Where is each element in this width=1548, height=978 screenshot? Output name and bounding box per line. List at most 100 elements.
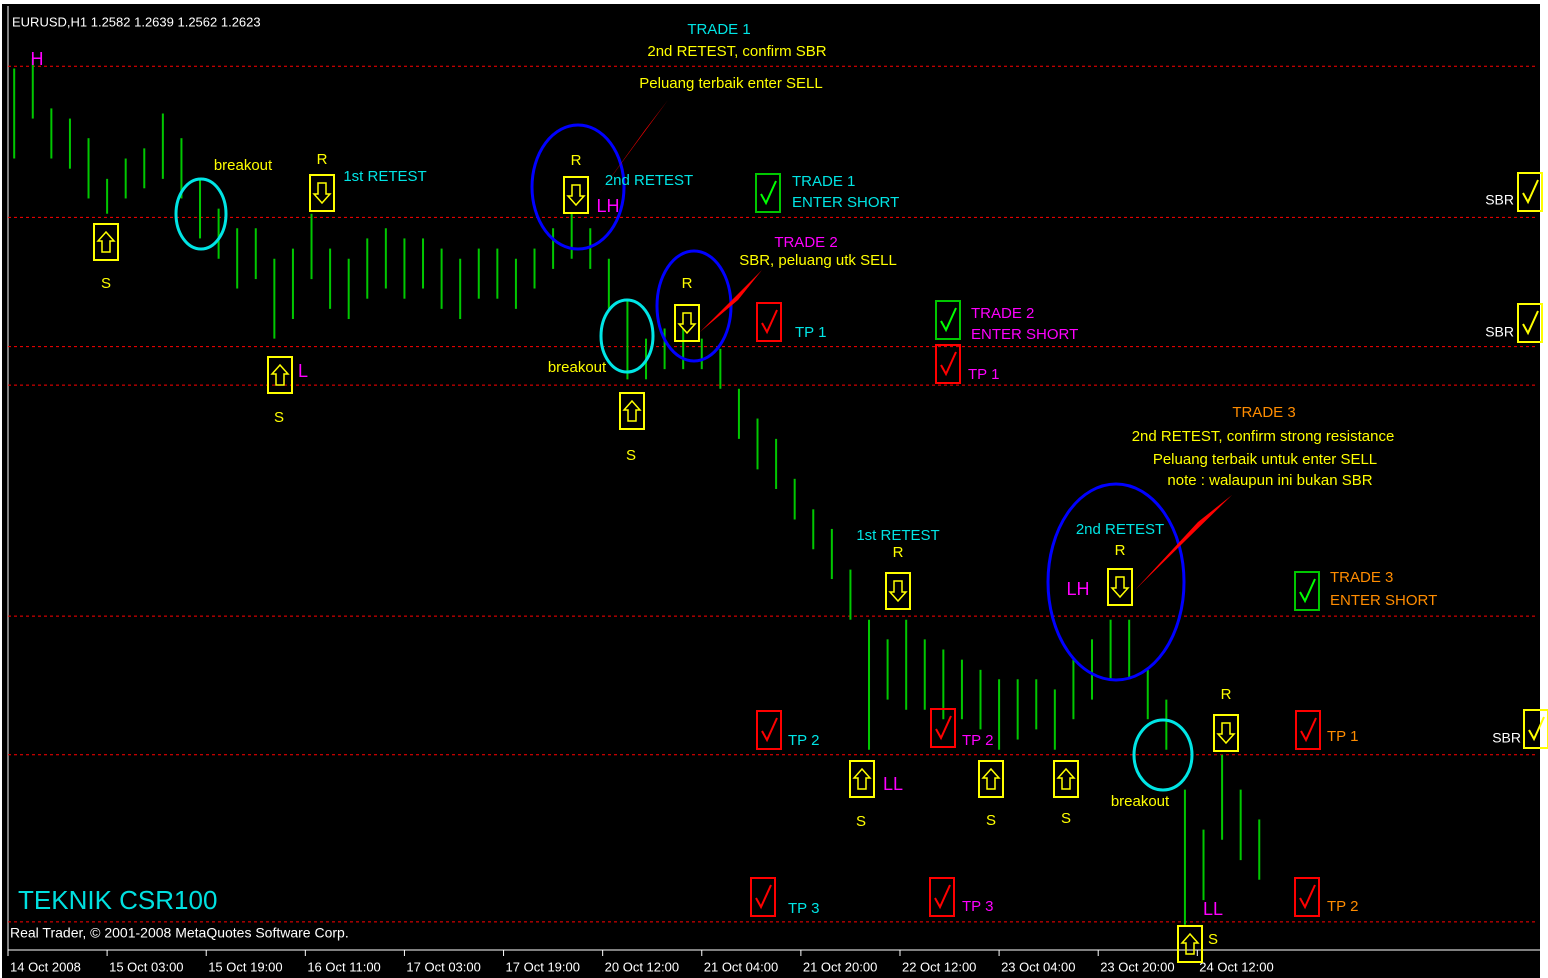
arrow-box bbox=[1177, 925, 1203, 963]
annotation: 2nd RETEST bbox=[605, 172, 693, 189]
arrow-box bbox=[885, 572, 911, 610]
check-box bbox=[756, 710, 782, 750]
copyright: Real Trader, © 2001-2008 MetaQuotes Soft… bbox=[10, 925, 349, 941]
annotation: S bbox=[101, 275, 111, 292]
arrow bbox=[981, 767, 1001, 790]
check-box bbox=[935, 300, 961, 340]
x-tick-label: 17 Oct 03:00 bbox=[406, 959, 480, 974]
arrow-box bbox=[1213, 714, 1239, 752]
annotation: SBR bbox=[1485, 324, 1514, 340]
annotation: TRADE 3 bbox=[1232, 404, 1295, 421]
annotation: TRADE 1 bbox=[687, 21, 750, 38]
annotation: 1st RETEST bbox=[343, 168, 426, 185]
annotation: 2nd RETEST, confirm SBR bbox=[647, 43, 826, 60]
check bbox=[1522, 310, 1539, 336]
arrow-box bbox=[849, 760, 875, 798]
highlight-circle bbox=[1046, 482, 1186, 682]
annotation: Peluang terbaik untuk enter SELL bbox=[1153, 451, 1377, 468]
check bbox=[1299, 884, 1316, 910]
check bbox=[935, 715, 952, 741]
annotation: ENTER SHORT bbox=[971, 326, 1078, 343]
annotation: TP 2 bbox=[962, 732, 993, 749]
annotation: S bbox=[1208, 931, 1218, 948]
x-tick-label: 22 Oct 12:00 bbox=[902, 959, 976, 974]
check-box bbox=[1517, 172, 1543, 212]
check bbox=[940, 307, 957, 333]
watermark: TEKNIK CSR100 bbox=[18, 885, 217, 915]
highlight-circle bbox=[599, 298, 655, 374]
arrow bbox=[312, 182, 332, 205]
annotation: SBR bbox=[1485, 192, 1514, 208]
annotation: TP 3 bbox=[788, 900, 819, 917]
annotation: TP 2 bbox=[788, 732, 819, 749]
check bbox=[1299, 578, 1316, 604]
check bbox=[934, 884, 951, 910]
annotation: 1st RETEST bbox=[856, 527, 939, 544]
x-tick-label: 23 Oct 04:00 bbox=[1001, 959, 1075, 974]
arrow bbox=[96, 230, 116, 253]
annotation: R bbox=[893, 544, 904, 561]
arrow bbox=[1180, 932, 1200, 955]
annotation: 2nd RETEST, confirm strong resistance bbox=[1132, 428, 1395, 445]
x-tick-label: 23 Oct 20:00 bbox=[1100, 959, 1174, 974]
x-tick-label: 21 Oct 20:00 bbox=[803, 959, 877, 974]
pointer-wedge bbox=[1135, 495, 1232, 590]
check bbox=[760, 180, 777, 206]
highlight-circle bbox=[655, 249, 733, 363]
annotation: Peluang terbaik enter SELL bbox=[639, 75, 822, 92]
highlight-circle bbox=[1132, 718, 1194, 792]
annotation: R bbox=[571, 152, 582, 169]
arrow-box bbox=[674, 304, 700, 342]
check bbox=[940, 351, 957, 377]
highlight-circle bbox=[530, 123, 626, 251]
arrow bbox=[677, 312, 697, 335]
arrow-box bbox=[619, 392, 645, 430]
annotation: TRADE 2 bbox=[774, 234, 837, 251]
check-box bbox=[756, 302, 782, 342]
arrow bbox=[622, 399, 642, 422]
annotation: breakout bbox=[548, 359, 607, 376]
x-tick-label: 14 Oct 2008 bbox=[10, 959, 81, 974]
check bbox=[755, 884, 772, 910]
annotation: ENTER SHORT bbox=[792, 194, 899, 211]
arrow-box bbox=[1053, 760, 1079, 798]
check-box bbox=[750, 877, 776, 917]
annotation: TRADE 1 bbox=[792, 173, 855, 190]
arrow bbox=[888, 580, 908, 603]
arrow-box bbox=[267, 356, 293, 394]
arrow bbox=[566, 184, 586, 207]
chart-background bbox=[2, 4, 1540, 978]
pointer-wedge bbox=[598, 100, 668, 195]
arrow-box bbox=[309, 174, 335, 212]
arrow-box bbox=[1107, 568, 1133, 606]
check bbox=[761, 309, 778, 335]
x-tick-label: 21 Oct 04:00 bbox=[704, 959, 778, 974]
annotation: S bbox=[1061, 810, 1071, 827]
annotation: breakout bbox=[214, 157, 273, 174]
check-box bbox=[930, 708, 956, 748]
annotation: SBR, peluang utk SELL bbox=[739, 252, 897, 269]
annotation: R bbox=[317, 151, 328, 168]
arrow bbox=[270, 363, 290, 386]
check-box bbox=[755, 173, 781, 213]
check-box bbox=[929, 877, 955, 917]
check bbox=[761, 717, 778, 743]
highlight-circle bbox=[174, 177, 228, 251]
x-tick-label: 20 Oct 12:00 bbox=[605, 959, 679, 974]
annotation: LH bbox=[596, 196, 619, 216]
annotation: H bbox=[31, 49, 44, 69]
x-tick-label: 24 Oct 12:00 bbox=[1199, 959, 1273, 974]
pointer-wedge bbox=[700, 270, 762, 332]
arrow bbox=[1110, 576, 1130, 599]
annotation: TRADE 2 bbox=[971, 305, 1034, 322]
annotation: TRADE 3 bbox=[1330, 569, 1393, 586]
annotation: note : walaupun ini bukan SBR bbox=[1167, 472, 1372, 489]
annotation: R bbox=[682, 275, 693, 292]
annotation: LL bbox=[1203, 899, 1223, 919]
check bbox=[1522, 179, 1539, 205]
arrow bbox=[852, 767, 872, 790]
arrow-box bbox=[978, 760, 1004, 798]
annotation: LH bbox=[1066, 579, 1089, 599]
arrow-box bbox=[93, 223, 119, 261]
